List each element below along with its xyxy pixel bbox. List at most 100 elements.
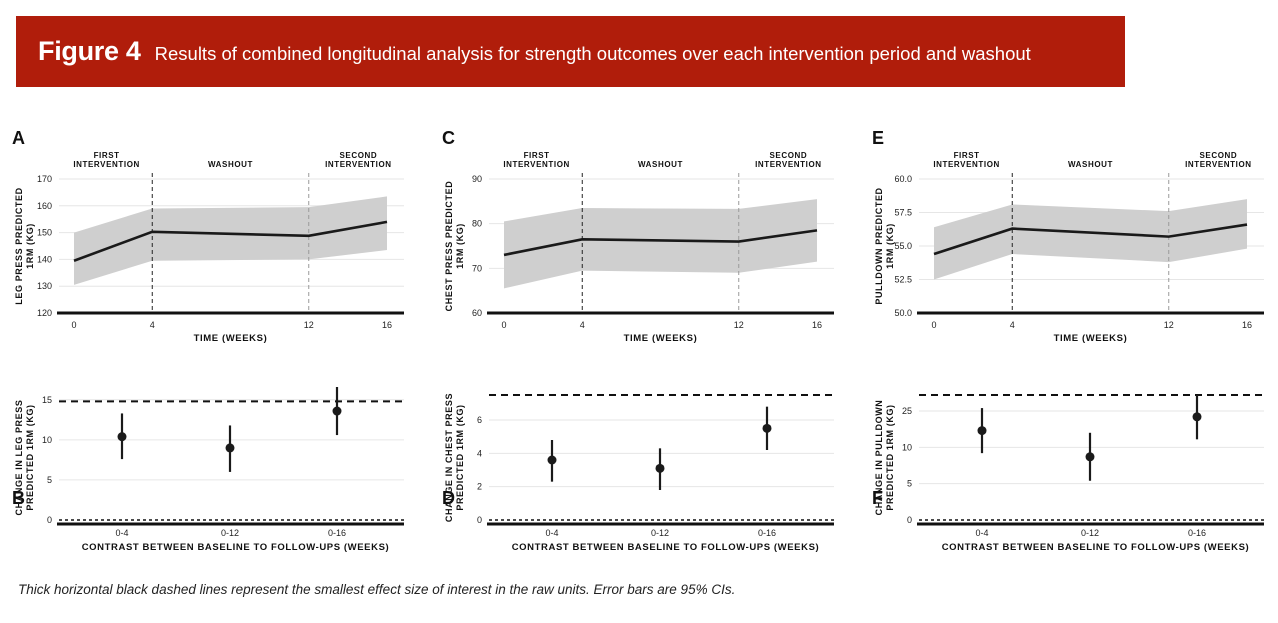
panel-b-x-axis-label: CONTRAST BETWEEN BASELINE TO FOLLOW-UPS …	[82, 542, 390, 553]
panel-e-phase-label-line: INTERVENTION	[933, 160, 1000, 169]
panel-e-phase-label-line: FIRST	[954, 151, 980, 160]
panel-f-chart: CHANGE IN PULLDOWNPREDICTED 1RM (KG) 0 5 10…	[872, 394, 1264, 553]
figure-caption: Thick horizontal black dashed lines repr…	[18, 582, 736, 597]
panel-e-y-tick-label: 50.0	[894, 308, 912, 318]
panel-c-phase-label: SECOND INTERVENTION	[755, 151, 822, 169]
panel-e-letter: E	[872, 128, 884, 148]
panel-e-phase-label: FIRST INTERVENTION	[933, 151, 1000, 169]
panel-d-y-tick-label: 6	[477, 415, 482, 425]
panel-d-y-tick-label: 4	[477, 448, 482, 458]
panel-e-phase-label-line: SECOND	[1199, 151, 1237, 160]
panel-b-letter: B	[12, 488, 25, 508]
panel-a-y-tick-label: 130	[37, 281, 52, 291]
panel-f-point	[977, 426, 987, 436]
panel-c-phase-label: WASHOUT	[638, 160, 683, 169]
panel-a-phase-label-line: INTERVENTION	[325, 160, 392, 169]
panel-b-y-tick-label: 0	[47, 515, 52, 525]
panel-a-phase-label: WASHOUT	[208, 160, 253, 169]
panel-a-x-tick-label: 16	[382, 320, 392, 330]
panel-b-chart: CHANGE IN LEG PRESSPREDICTED 1RM (KG) 0 5 1…	[12, 386, 404, 553]
panel-c-x-tick-label: 12	[734, 320, 744, 330]
panel-b-point	[117, 432, 127, 442]
panel-a-y-axis-label-line: 1RM (KG)	[25, 223, 35, 269]
panel-e-y-tick-label: 60.0	[894, 174, 912, 184]
panel-a-x-tick-label: 12	[304, 320, 314, 330]
panel-e-phase-label-line: WASHOUT	[1068, 160, 1113, 169]
panel-b-y-tick-label: 10	[42, 435, 52, 445]
panel-e-x-axis-label: TIME (WEEKS)	[1054, 333, 1128, 344]
panel-f-y-axis-label: CHANGE IN PULLDOWNPREDICTED 1RM (KG)	[874, 400, 895, 516]
panel-e-phase-label: SECOND INTERVENTION	[1185, 151, 1252, 169]
panel-f-x-tick-label: 0-16	[1188, 528, 1206, 538]
panel-d-point	[547, 455, 557, 465]
panel-e-y-tick-label: 57.5	[894, 208, 912, 218]
panel-d-chart: CHANGE IN CHEST PRESSPREDICTED 1RM (KG) 0…	[442, 393, 834, 553]
panel-b-point	[225, 443, 235, 453]
panel-b-y-tick-label: 5	[47, 475, 52, 485]
panel-a-phase-label-line: WASHOUT	[208, 160, 253, 169]
panel-d-y-axis-label: CHANGE IN CHEST PRESSPREDICTED 1RM (KG)	[444, 393, 465, 522]
panel-e-y-tick-label: 55.0	[894, 241, 912, 251]
panel-a-phase-label-line: FIRST	[94, 151, 120, 160]
panel-f-y-tick-label: 10	[902, 442, 912, 452]
panel-d-x-tick-label: 0-16	[758, 528, 776, 538]
panel-a-y-tick-label: 120	[37, 308, 52, 318]
panel-b-y-axis-label: CHANGE IN LEG PRESSPREDICTED 1RM (KG)	[14, 400, 35, 516]
panel-c-y-tick-label: 70	[472, 263, 482, 273]
panel-a-phase-label: FIRST INTERVENTION	[73, 151, 140, 169]
panel-c-phase-label-line: WASHOUT	[638, 160, 683, 169]
panel-c-y-axis-label-line: CHEST PRESS PREDICTED	[444, 181, 454, 312]
panel-c-phase-label-line: INTERVENTION	[755, 160, 822, 169]
panel-a-phase-label-line: SECOND	[339, 151, 377, 160]
panel-d-point	[655, 463, 665, 473]
panel-b-x-tick-label: 0-16	[328, 528, 346, 538]
panel-c-x-tick-label: 16	[812, 320, 822, 330]
panel-a-mean-line	[73, 220, 388, 262]
panel-c-mean-line	[503, 229, 818, 257]
panel-f-y-tick-label: 0	[907, 515, 912, 525]
figure-banner: Figure 4 Results of combined longitudina…	[16, 16, 1125, 87]
panel-d-y-tick-label: 2	[477, 482, 482, 492]
panel-e-x-tick-label: 12	[1164, 320, 1174, 330]
panel-f-point	[1192, 412, 1202, 422]
panel-e-mean-line	[933, 223, 1248, 256]
panel-d-x-tick-label: 0-12	[651, 528, 669, 538]
panel-d-point	[762, 423, 772, 433]
panel-e-x-tick-label: 4	[1010, 320, 1015, 330]
panel-a-y-tick-label: 140	[37, 254, 52, 264]
panel-a-x-tick-label: 0	[71, 320, 76, 330]
panel-c-y-axis-label-line: 1RM (KG)	[455, 223, 465, 269]
panel-f-x-axis-label: CONTRAST BETWEEN BASELINE TO FOLLOW-UPS …	[942, 542, 1250, 553]
panel-e-y-axis-label-line: PULLDOWN PREDICTED	[874, 187, 884, 304]
panel-d-letter: D	[442, 488, 455, 508]
panel-c-y-axis-label: CHEST PRESS PREDICTED1RM (KG)	[444, 181, 465, 312]
panel-c-phase-label-line: SECOND	[769, 151, 807, 160]
panel-d-x-axis-label: CONTRAST BETWEEN BASELINE TO FOLLOW-UPS …	[512, 542, 820, 553]
panel-a-phase-label-line: INTERVENTION	[73, 160, 140, 169]
panel-f-y-tick-label: 25	[902, 406, 912, 416]
panel-b-x-tick-label: 0-12	[221, 528, 239, 538]
panel-c-y-tick-label: 90	[472, 174, 482, 184]
panel-c-letter: C	[442, 128, 455, 148]
panel-a-y-tick-label: 160	[37, 201, 52, 211]
panel-a-y-tick-label: 170	[37, 174, 52, 184]
panel-c-y-tick-label: 80	[472, 219, 482, 229]
panel-f-point	[1085, 452, 1095, 462]
panel-a-phase-label: SECOND INTERVENTION	[325, 151, 392, 169]
panel-f-x-tick-label: 0-4	[975, 528, 988, 538]
panel-e-y-axis-label-line: 1RM (KG)	[885, 223, 895, 269]
panel-e-y-axis-label: PULLDOWN PREDICTED1RM (KG)	[874, 187, 895, 304]
panel-b-y-tick-label: 15	[42, 395, 52, 405]
panel-a-x-axis-label: TIME (WEEKS)	[194, 333, 268, 344]
panel-d-y-axis-label-line: PREDICTED 1RM (KG)	[455, 404, 465, 510]
panel-b-point	[332, 406, 342, 416]
panel-a-letter: A	[12, 128, 25, 148]
panel-f-y-tick-label: 5	[907, 479, 912, 489]
panel-b-y-axis-label-line: PREDICTED 1RM (KG)	[25, 404, 35, 510]
panel-d-y-axis-label-line: CHANGE IN CHEST PRESS	[444, 393, 454, 522]
figure-label: Figure 4	[38, 36, 141, 66]
figure-description: Results of combined longitudinal analysi…	[154, 42, 1031, 64]
panel-f-x-tick-label: 0-12	[1081, 528, 1099, 538]
panel-e-y-tick-label: 52.5	[894, 275, 912, 285]
panel-c-y-tick-label: 60	[472, 308, 482, 318]
